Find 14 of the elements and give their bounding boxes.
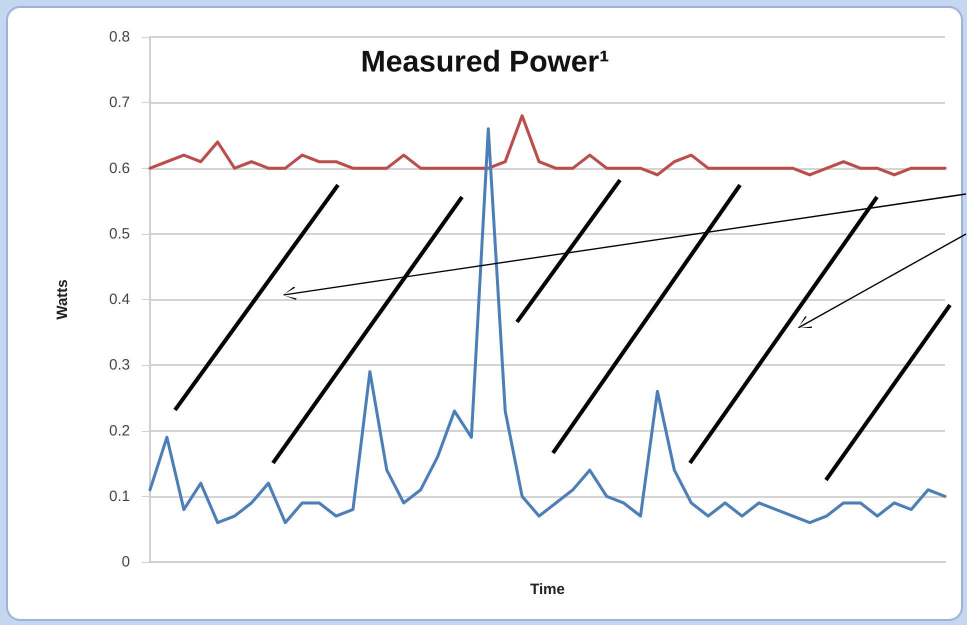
y-tick-label: 0.6 [109,160,130,177]
y-tick-label: 0.5 [109,225,130,242]
y-tick-label: 0.1 [109,488,130,505]
chart-title: Measured Power¹ [360,46,610,78]
y-tick-label: 0.8 [109,28,130,46]
y-tick-label: 0.3 [109,356,130,374]
y-tick-label: 0.2 [109,422,130,440]
line-series [148,114,946,176]
x-axis-title: Time [530,581,565,598]
y-tick-label: 0.4 [109,291,130,308]
line-series [148,127,946,524]
y-axis-title: Watts [54,279,71,320]
y-tick-label: 0.7 [109,94,130,112]
y-tick-label: 0 [122,554,130,570]
